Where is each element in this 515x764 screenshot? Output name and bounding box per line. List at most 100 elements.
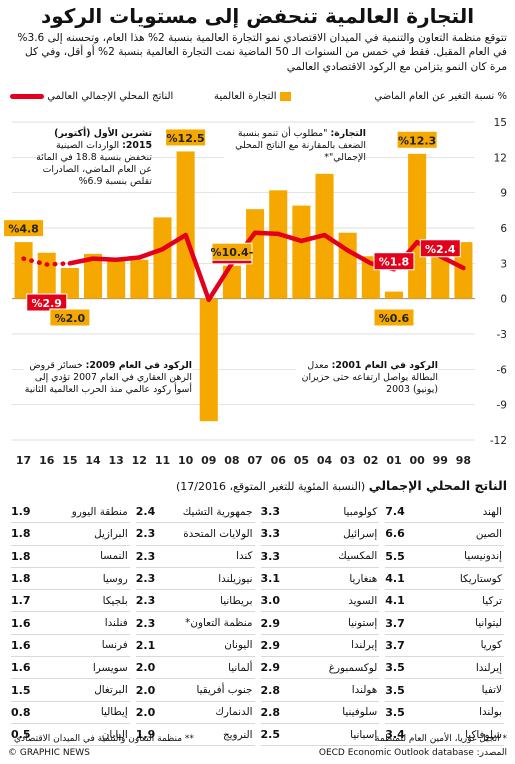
data-label-box (396, 130, 438, 149)
table-cell: البرازيل 1.8 (11, 523, 130, 546)
gdp-value: 2.3 (135, 549, 156, 563)
table-cell: لاتفيا 3.5 (385, 679, 504, 702)
country-name: إيطاليا (100, 706, 128, 719)
trade-bar (338, 232, 357, 299)
table-cell: إيطاليا 0.8 (11, 702, 130, 724)
table-cell: كوستاريكا 4.1 (385, 568, 504, 591)
table-cell: النرويج 1.9 (135, 724, 255, 747)
x-tick-label: 06 (271, 454, 287, 467)
table-cell: البرتغال 1.5 (11, 679, 130, 702)
trade-bar (37, 252, 56, 299)
trade-bar (199, 298, 218, 422)
gdp-value: 3.3 (260, 549, 281, 563)
country-name: السويد (348, 594, 378, 607)
country-name: النرويج (222, 728, 253, 741)
country-name: سويسرا (92, 661, 128, 674)
table-cell: بريطانيا 2.3 (135, 590, 255, 613)
country-name: لوكسمبورغ (328, 661, 378, 674)
gdp-value: 2.0 (135, 683, 156, 697)
table-cell: ألمانيا 2.0 (135, 657, 255, 680)
table-subtitle: (النسبة المئوية للتغير المتوقع، 17/2016) (175, 480, 366, 493)
legend-gdp-label: الناتج المحلي الإجمالي العالمي (47, 91, 174, 102)
gdp-line-segment (322, 232, 350, 253)
country-name: سلوفينيا (342, 706, 378, 719)
table-cell: نيوزيلندا 2.3 (135, 568, 255, 591)
country-name: روسيا (102, 572, 128, 585)
table-cell: كوريا 3.7 (385, 635, 504, 658)
trade-bar (153, 217, 172, 299)
gdp-value: 2.4 (135, 505, 156, 519)
data-label: %10.4- (211, 246, 254, 259)
gdp-value: 1.9 (11, 505, 31, 519)
gdp-line-segment (90, 256, 119, 263)
data-label: %4.8 (8, 223, 39, 236)
gdp-value: 3.0 (260, 594, 281, 608)
table-row: كوستاريكا 4.1 هنغاريا 3.1 نيوزيلندا 2.3 روسيا 1… (8, 568, 507, 591)
data-label: %2.9 (31, 297, 62, 310)
country-name: سلوفاكيا (465, 728, 502, 741)
table-cell: المكسيك 3.3 (260, 546, 380, 568)
table-cell: جمهورية التشيك 2.4 (135, 501, 255, 524)
table-cell: بلجيكا 1.7 (11, 590, 130, 613)
y-tick-label: 3 (500, 258, 507, 270)
country-name: جمهورية التشيك (182, 505, 253, 518)
country-name: ألمانيا (228, 661, 253, 674)
trade-bar (83, 253, 103, 299)
trade-bar (384, 291, 404, 299)
intro-text: تتوقع منظمة التعاون والتنمية في الميدان … (17, 32, 507, 73)
annotation-recession-2001: الركود في العام 2001: معدل البطالة يواصل… (296, 360, 438, 396)
gdp-value: 3.4 (385, 728, 405, 742)
table-cell: اليابان 0.5 (11, 724, 130, 747)
footer-credit: © GRAPHIC NEWS (8, 748, 90, 758)
table-cell: إيرلندا 2.9 (260, 635, 380, 658)
x-tick-label: 11 (155, 454, 170, 467)
data-label-box (165, 128, 207, 147)
trade-bar (408, 153, 427, 299)
table-cell: جنوب أفريقيا 2.0 (135, 679, 255, 702)
gdp-line-segment (113, 255, 142, 263)
table-cell: تركيا 4.1 (385, 590, 504, 613)
country-name: اليونان (224, 639, 253, 652)
y-axis-unit-label: % نسبة التغير عن العام الماضي (374, 91, 507, 102)
gdp-value: 2.0 (135, 705, 156, 719)
gdp-value: 1.6 (11, 616, 31, 630)
gdp-value: 4.1 (385, 572, 405, 586)
table-row: كوريا 3.7 إيرلندا 2.9 اليونان 2.1 فرنسا 1.6 (8, 635, 507, 658)
table-row: بولندا 3.5 سلوفينيا 2.8 الدنمارك 2.0 إيطاليا 0.… (8, 702, 507, 724)
table-cell: منطقة اليورو 1.9 (11, 501, 130, 524)
gdp-value: 2.9 (260, 661, 281, 675)
table-cell: ليتوانيا 3.7 (385, 612, 504, 635)
country-name: كوريا (480, 639, 502, 652)
country-name: إندونيسيا (464, 550, 502, 563)
gdp-value: 1.8 (11, 549, 31, 563)
country-name: إستونيا (347, 617, 378, 630)
data-label: %12.3 (398, 134, 436, 147)
country-name: ليتوانيا (475, 617, 502, 630)
gdp-line-segment (252, 230, 281, 237)
country-name: هولندا (351, 684, 378, 697)
table-cell: اليونان 2.1 (135, 635, 255, 658)
gdp-value: 2.9 (260, 638, 281, 652)
gdp-value: 2.1 (135, 638, 156, 652)
table-row: تركيا 4.1 السويد 3.0 بريطانيا 2.3 بلجيكا 1.7 (8, 590, 507, 613)
gdp-value: 3.7 (385, 638, 405, 652)
trade-gdp-chart: %4.8%2.9%2.0%12.5%2.16-%10.4-%1.8%0.6%12… (3, 117, 507, 467)
data-label: %2.4 (425, 243, 456, 256)
country-name: إسرائيل (343, 527, 378, 540)
x-tick-label: 16 (39, 454, 55, 467)
x-tick-label: 01 (386, 454, 401, 467)
table-cell: كولومبيا 3.3 (260, 501, 380, 524)
gdp-value: 3.5 (385, 683, 405, 697)
country-name: الدنمارك (215, 706, 253, 719)
trade-bar (292, 205, 311, 299)
gdp-value: 5.5 (385, 549, 405, 563)
trade-bar (14, 242, 33, 299)
country-name: الصين (475, 527, 502, 540)
data-label-box (419, 239, 461, 258)
trade-bar (176, 151, 195, 299)
gdp-value: 1.6 (11, 638, 31, 652)
country-name: الولايات المتحدة (183, 527, 253, 540)
x-tick-label: 02 (363, 454, 378, 467)
gdp-value: 2.3 (135, 616, 156, 630)
